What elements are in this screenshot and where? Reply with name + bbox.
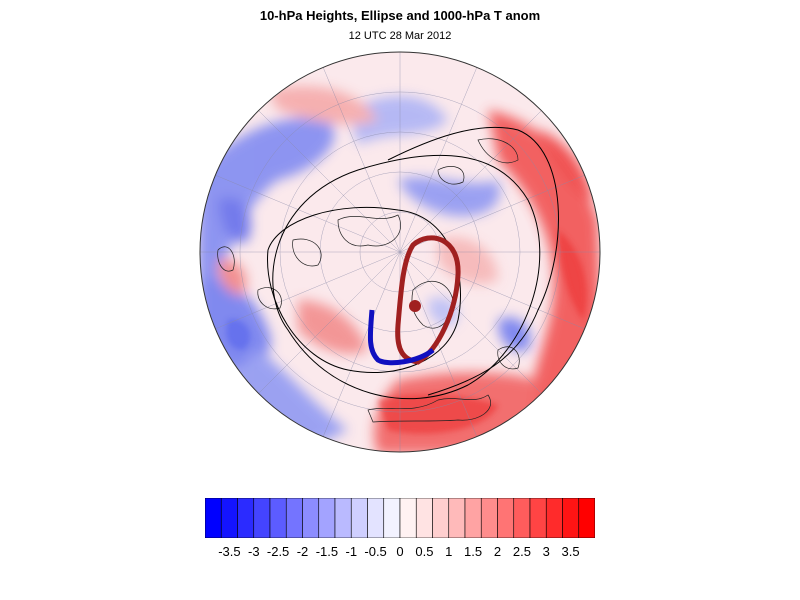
colorbar-swatch: [350, 498, 368, 538]
colorbar-tick-label: -2: [296, 544, 309, 559]
colorbar-swatch: [367, 498, 385, 538]
colorbar-swatch: [562, 498, 580, 538]
colorbar-tick-label: 3.5: [561, 544, 580, 559]
colorbar-swatch: [415, 498, 433, 538]
chart-title: 10-hPa Heights, Ellipse and 1000-hPa T a…: [259, 8, 541, 23]
colorbar-tick-label: -1: [345, 544, 358, 559]
colorbar-swatch: [497, 498, 515, 538]
colorbar-swatch: [432, 498, 450, 538]
colorbar-swatch: [334, 498, 352, 538]
colorbar-swatch: [220, 498, 238, 538]
colorbar-swatch: [237, 498, 255, 538]
colorbar-tick-label: -0.5: [364, 544, 387, 559]
colorbar-tick-label: 0.5: [415, 544, 434, 559]
colorbar-tick-label: 3: [542, 544, 550, 559]
colorbar-swatch: [578, 498, 595, 538]
colorbar: [205, 498, 595, 538]
colorbar-swatch: [205, 498, 222, 538]
colorbar-tick-label: 0: [396, 544, 404, 559]
colorbar-swatch: [302, 498, 320, 538]
colorbar-swatch: [480, 498, 498, 538]
colorbar-swatch: [464, 498, 482, 538]
height-contours: [267, 126, 559, 400]
colorbar-swatch: [383, 498, 401, 538]
colorbar-swatch: [269, 498, 287, 538]
colorbar-tick-label: -1.5: [315, 544, 339, 559]
colorbar-swatch: [513, 498, 531, 538]
colorbar-tick-label: -3.5: [218, 544, 241, 559]
colorbar-swatch: [529, 498, 547, 538]
colorbar-tick-label: 2.5: [512, 544, 531, 559]
graticule: [200, 52, 600, 452]
colorbar-swatch: [253, 498, 271, 538]
colorbar-tick-label: -2.5: [266, 544, 290, 559]
colorbar-tick-label: 1: [445, 544, 453, 559]
polar-map: [199, 51, 601, 453]
colorbar-swatch: [545, 498, 563, 538]
colorbar-tick-label: -3: [248, 544, 260, 559]
colorbar-tick-label: 1.5: [464, 544, 483, 559]
colorbar-swatch: [285, 498, 303, 538]
ellipse-center-marker: [409, 300, 421, 312]
colorbar-tick-label: 2: [493, 544, 502, 559]
vortex-ellipse: [367, 235, 461, 366]
chart-subtitle: 12 UTC 28 Mar 2012: [348, 30, 452, 42]
colorbar-swatch: [318, 498, 336, 538]
temperature-anomaly-field: [200, 52, 600, 452]
colorbar-swatch: [448, 498, 466, 538]
colorbar-swatch: [399, 498, 417, 538]
